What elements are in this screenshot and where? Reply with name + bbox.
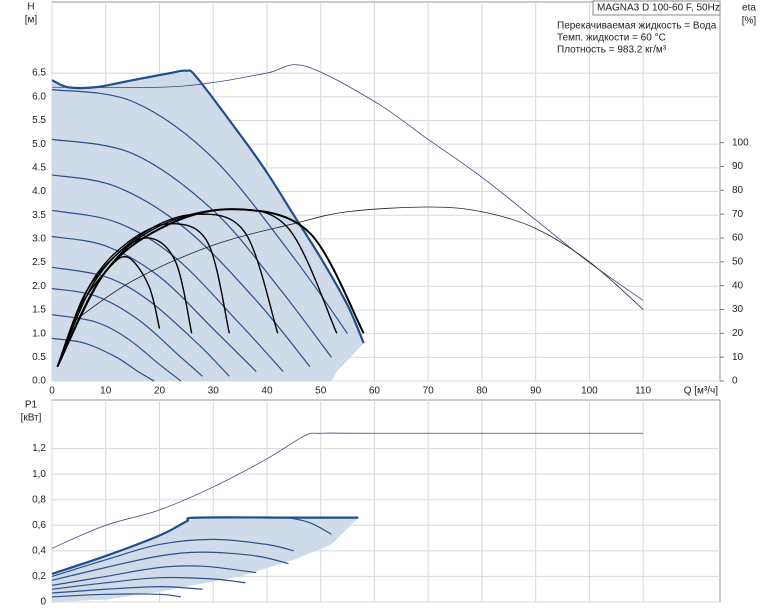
annotation: Перекачиваемая жидкость = Вода bbox=[557, 21, 717, 32]
curve bbox=[51, 89, 349, 334]
x-tick-label: 50 bbox=[315, 386, 327, 397]
y-tick-label: 4.0 bbox=[32, 186, 46, 197]
annotation: Плотность = 983.2 кг/м³ bbox=[557, 45, 667, 56]
x-tick-label: 30 bbox=[208, 386, 220, 397]
annotation: Темп. жидкости = 60 °C bbox=[557, 33, 666, 44]
y-tick-label: 0,6 bbox=[32, 520, 46, 531]
y2-tick-label: 30 bbox=[732, 304, 744, 315]
y-tick-label: 1.0 bbox=[32, 328, 46, 339]
y-tick-label: 0 bbox=[40, 597, 46, 608]
curve bbox=[51, 586, 203, 594]
y2-tick-label: 50 bbox=[732, 256, 744, 267]
x-tick-label: 110 bbox=[635, 386, 651, 397]
curve bbox=[51, 576, 246, 590]
y2-tick-label: 90 bbox=[732, 161, 744, 172]
x-tick-label: 100 bbox=[581, 386, 598, 397]
x-tick-label: 20 bbox=[154, 386, 166, 397]
y-tick-label: 3.5 bbox=[32, 210, 46, 221]
y-axis-label: P1 bbox=[25, 400, 38, 411]
operating-area bbox=[52, 70, 364, 381]
y-tick-label: 2.0 bbox=[32, 281, 46, 292]
x-tick-label: 40 bbox=[261, 386, 273, 397]
y2-tick-label: 0 bbox=[732, 376, 738, 387]
curve bbox=[51, 209, 284, 372]
curve bbox=[51, 174, 311, 368]
title-box bbox=[592, 0, 721, 16]
curve bbox=[51, 235, 257, 372]
curve bbox=[51, 288, 203, 377]
y2-tick-label: 80 bbox=[732, 185, 744, 196]
curve bbox=[56, 213, 279, 367]
y2-tick-label: 20 bbox=[732, 328, 744, 339]
y-tick-label: 1.5 bbox=[32, 305, 46, 316]
y-tick-label: 6.5 bbox=[32, 68, 46, 79]
curve bbox=[51, 314, 182, 382]
y2-tick-label: 40 bbox=[732, 280, 744, 291]
chart-title: MAGNA3 D 100-60 F, 50Hz bbox=[597, 3, 720, 14]
curve bbox=[51, 64, 644, 301]
x-tick-label: 0 bbox=[49, 386, 55, 397]
y-axis-unit: [м] bbox=[25, 15, 38, 26]
x-tick-label: 60 bbox=[369, 386, 381, 397]
y-tick-label: 0,4 bbox=[32, 546, 46, 557]
y-axis-label: H bbox=[27, 2, 34, 13]
y-tick-label: 1,2 bbox=[32, 443, 46, 454]
x-axis-label: Q [м³/ч] bbox=[684, 386, 719, 397]
y-tick-label: 6.0 bbox=[32, 91, 46, 102]
y2-axis-label: eta bbox=[742, 3, 756, 14]
y-axis-unit: [кВт] bbox=[21, 413, 42, 424]
y2-axis-unit: [%] bbox=[742, 16, 757, 27]
curve bbox=[51, 538, 294, 578]
y-tick-label: 3.0 bbox=[32, 234, 46, 245]
curve bbox=[56, 208, 365, 368]
curve bbox=[73, 206, 644, 322]
y-tick-label: 0.5 bbox=[32, 352, 46, 363]
curve bbox=[51, 593, 182, 598]
y-tick-label: 5.0 bbox=[32, 139, 46, 150]
y2-tick-label: 10 bbox=[732, 352, 744, 363]
y2-tick-label: 100 bbox=[732, 137, 749, 148]
operating-area bbox=[52, 517, 359, 602]
y-tick-label: 0,2 bbox=[32, 571, 46, 582]
curve bbox=[51, 551, 289, 581]
curve bbox=[51, 565, 257, 586]
y-tick-label: 2.5 bbox=[32, 257, 46, 268]
y-tick-label: 1,0 bbox=[32, 469, 46, 480]
curve bbox=[51, 432, 644, 549]
curve bbox=[51, 337, 155, 382]
y2-tick-label: 60 bbox=[732, 233, 744, 244]
y-tick-label: 0.0 bbox=[32, 376, 46, 387]
x-tick-label: 90 bbox=[530, 386, 542, 397]
y-tick-label: 0,8 bbox=[32, 494, 46, 505]
curve bbox=[51, 516, 359, 575]
curve bbox=[51, 266, 230, 377]
y2-tick-label: 70 bbox=[732, 209, 744, 220]
x-tick-label: 10 bbox=[100, 386, 112, 397]
y-tick-label: 4.5 bbox=[32, 162, 46, 173]
x-tick-label: 70 bbox=[423, 386, 435, 397]
x-tick-label: 80 bbox=[476, 386, 488, 397]
y-tick-label: 5.5 bbox=[32, 115, 46, 126]
